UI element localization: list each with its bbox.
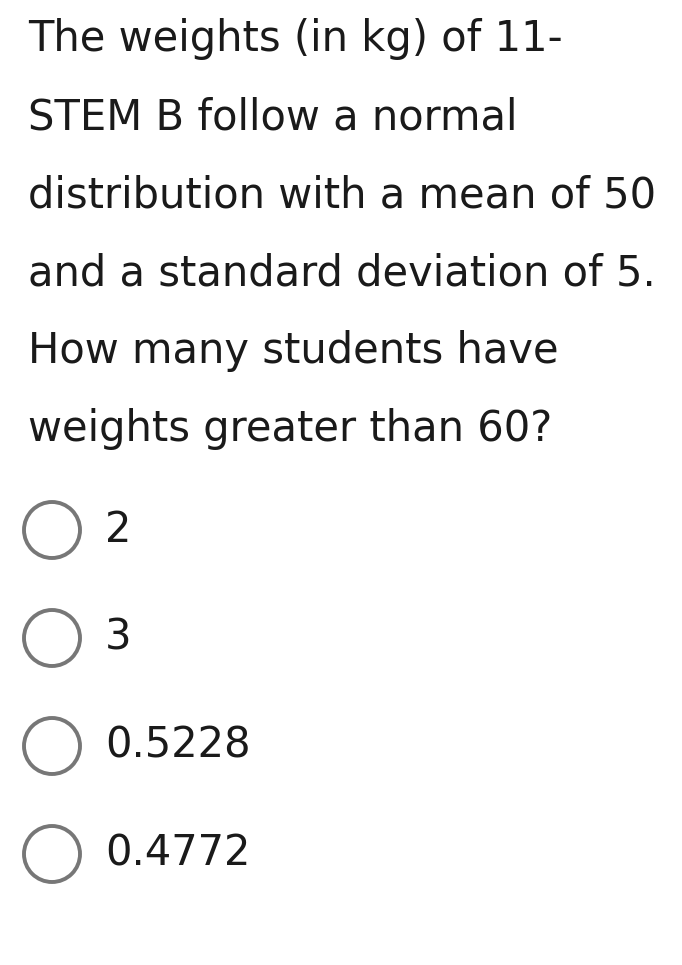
Text: 3: 3 bbox=[105, 617, 132, 659]
Text: STEM B follow a normal: STEM B follow a normal bbox=[28, 96, 518, 138]
Text: weights greater than 60?: weights greater than 60? bbox=[28, 408, 552, 450]
Text: The weights (in kg) of 11-: The weights (in kg) of 11- bbox=[28, 18, 563, 60]
Text: and a standard deviation of 5.: and a standard deviation of 5. bbox=[28, 252, 656, 294]
Text: 0.5228: 0.5228 bbox=[105, 725, 250, 767]
Text: 2: 2 bbox=[105, 509, 132, 551]
Text: How many students have: How many students have bbox=[28, 330, 559, 372]
Text: distribution with a mean of 50: distribution with a mean of 50 bbox=[28, 174, 656, 216]
Text: 0.4772: 0.4772 bbox=[105, 833, 250, 875]
